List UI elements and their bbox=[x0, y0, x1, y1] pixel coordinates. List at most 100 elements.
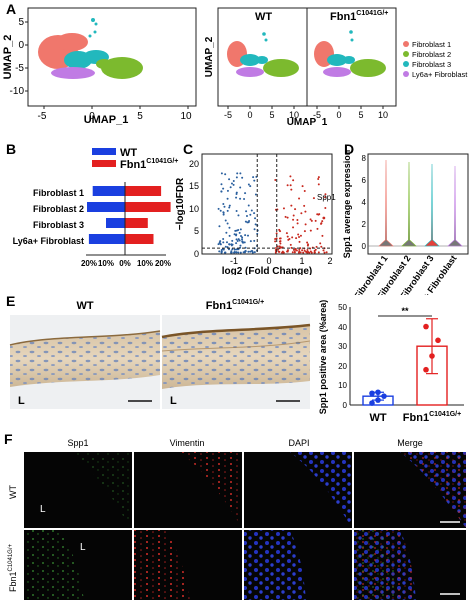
point-down bbox=[223, 205, 226, 208]
point-up bbox=[281, 250, 284, 253]
cluster-fibroblast-3 bbox=[262, 32, 266, 36]
point-down bbox=[228, 243, 231, 246]
point-down bbox=[235, 196, 238, 199]
point-down bbox=[218, 241, 221, 244]
point-down bbox=[239, 251, 242, 254]
cluster-fibroblast-2 bbox=[263, 59, 299, 77]
point-down bbox=[244, 220, 247, 223]
point-up bbox=[275, 247, 278, 250]
bar-wt bbox=[88, 234, 125, 244]
point-down bbox=[222, 213, 225, 216]
umap-plot-all: -5 0 5 10 5 0 -5 -10 UMAP_1 UMAP_2 bbox=[2, 7, 197, 125]
point-down bbox=[224, 245, 227, 248]
point-down bbox=[218, 225, 221, 228]
y-tick-label: 0 bbox=[194, 249, 199, 259]
legend-label: Fbn1C1041G/+ bbox=[120, 158, 178, 171]
point-up bbox=[284, 215, 287, 218]
legend-label: Fibroblast 3 bbox=[412, 60, 451, 69]
cluster-fibroblast-3 bbox=[327, 54, 347, 66]
point-up bbox=[286, 184, 289, 187]
point-down bbox=[241, 238, 244, 241]
x-tick-label: -5 bbox=[38, 111, 47, 122]
point-up bbox=[324, 196, 327, 199]
x-tick-label: 0 bbox=[247, 110, 252, 120]
point-down bbox=[224, 219, 227, 222]
point-down bbox=[226, 222, 229, 225]
category-label: Fbn1C1041G/+ bbox=[403, 411, 461, 424]
point-down bbox=[226, 189, 229, 192]
point-down bbox=[251, 251, 254, 254]
point-up bbox=[314, 219, 317, 222]
legend-swatch bbox=[403, 71, 409, 77]
cluster-fibroblast-3 bbox=[343, 56, 355, 64]
point-down bbox=[253, 228, 256, 231]
point-up bbox=[292, 214, 295, 217]
point-up bbox=[286, 216, 289, 219]
umap-plot-split: WT Fbn1C1041G/+ -5 0 5 10 -5 0 bbox=[204, 7, 397, 125]
point-down bbox=[253, 179, 256, 182]
y-tick-label: 10 bbox=[338, 381, 347, 390]
point-up bbox=[307, 250, 310, 253]
point-down bbox=[235, 242, 238, 245]
y-tick-label: 0 bbox=[362, 242, 367, 251]
point-down bbox=[222, 248, 225, 251]
y-tick-label: 20 bbox=[338, 362, 347, 371]
x-tick-label: 0% bbox=[119, 259, 131, 268]
point-up bbox=[274, 240, 277, 243]
data-point bbox=[375, 397, 381, 403]
point-up bbox=[299, 234, 302, 237]
point-down bbox=[246, 221, 249, 224]
y-axis-label: UMAP_2 bbox=[204, 36, 215, 77]
point-down bbox=[239, 197, 242, 200]
point-down bbox=[244, 246, 247, 249]
point-up bbox=[292, 179, 295, 182]
point-up bbox=[303, 204, 306, 207]
bar-wt bbox=[92, 186, 125, 196]
legend-swatch bbox=[403, 41, 409, 47]
point-down bbox=[220, 183, 223, 186]
point-up bbox=[282, 207, 285, 210]
point-down bbox=[219, 209, 222, 212]
cluster-fibroblast-2 bbox=[350, 59, 386, 77]
panel-label-b: B bbox=[6, 141, 16, 157]
x-tick-label: 0 bbox=[266, 256, 271, 266]
point-down bbox=[230, 250, 233, 253]
point-up bbox=[274, 251, 277, 254]
point-down bbox=[250, 209, 253, 212]
y-tick-label: 50 bbox=[338, 303, 347, 312]
data-point bbox=[381, 393, 387, 399]
point-down bbox=[217, 207, 220, 210]
group-label-wt: WT bbox=[255, 11, 272, 23]
panel-b: B WT Fbn1C1041G/+ Fibroblast 1 Fibroblas… bbox=[6, 141, 178, 268]
point-down bbox=[237, 214, 240, 217]
violin bbox=[378, 159, 394, 247]
point-down bbox=[233, 248, 236, 251]
data-point bbox=[429, 353, 435, 359]
y-tick-label: -10 bbox=[10, 86, 25, 97]
point-up bbox=[288, 237, 291, 240]
point-up bbox=[309, 229, 312, 232]
x-tick-label: 5 bbox=[358, 110, 363, 120]
point-up bbox=[289, 175, 292, 178]
legend-label: Ly6a+ Fibroblast bbox=[412, 70, 468, 79]
point-up bbox=[320, 222, 323, 225]
x-tick-label: 10% bbox=[98, 259, 114, 268]
point-up bbox=[294, 248, 297, 251]
bar-mutant bbox=[125, 202, 171, 212]
point-down bbox=[220, 249, 223, 252]
point-down bbox=[225, 241, 228, 244]
point-up bbox=[303, 249, 306, 252]
point-up bbox=[277, 250, 280, 253]
point-up bbox=[293, 250, 296, 253]
point-down bbox=[243, 241, 246, 244]
plot-frame bbox=[201, 153, 333, 255]
data-point bbox=[369, 390, 375, 397]
umap-frame bbox=[27, 7, 197, 107]
point-up bbox=[304, 210, 307, 213]
image-title-mutant: Fbn1C1041G/+ bbox=[206, 299, 264, 312]
lumen-marker: L bbox=[18, 395, 25, 407]
point-up bbox=[285, 232, 288, 235]
point-down bbox=[228, 204, 231, 207]
point-up bbox=[316, 227, 319, 230]
point-up bbox=[291, 251, 294, 254]
